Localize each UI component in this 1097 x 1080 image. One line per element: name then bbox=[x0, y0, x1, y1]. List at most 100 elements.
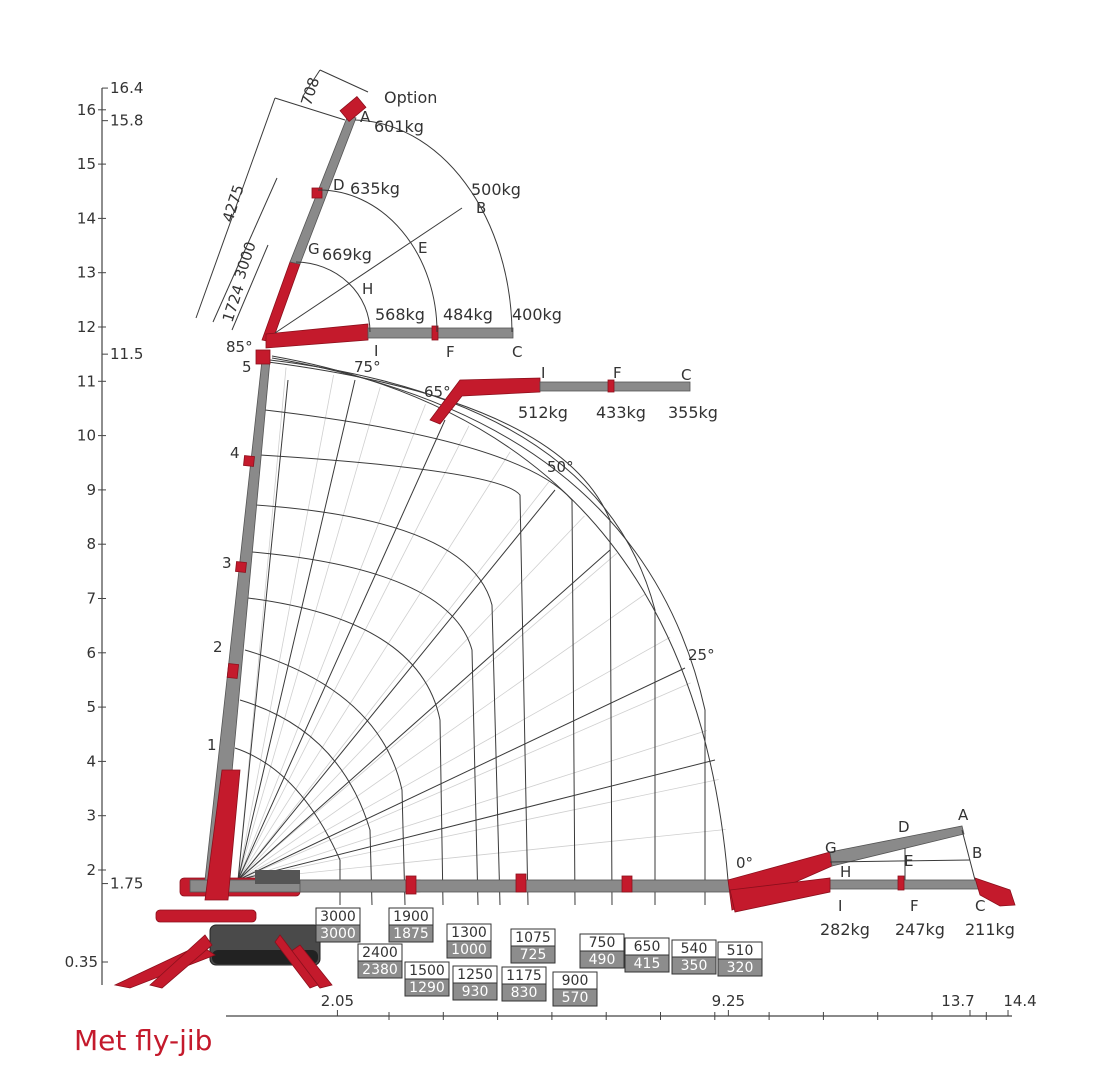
capacity-box-grey bbox=[552, 988, 598, 1007]
capacity-value-white: 2400 bbox=[362, 945, 398, 961]
y-mark-label: 11.5 bbox=[110, 345, 143, 363]
jib-point-label: D bbox=[333, 176, 345, 194]
jib-load-label: 211kg bbox=[965, 920, 1015, 939]
y-tick-label: 11 bbox=[77, 372, 96, 390]
y-tick-label: 3 bbox=[86, 807, 96, 825]
jib-point-label: E bbox=[904, 852, 913, 870]
capacity-value-white: 1500 bbox=[409, 963, 445, 979]
upper-jib-arcs bbox=[274, 119, 513, 334]
capacity-value-grey: 930 bbox=[462, 984, 489, 1000]
jib-point-label: G bbox=[308, 240, 320, 258]
angle-label: 50° bbox=[547, 458, 574, 476]
y-tick-label: 10 bbox=[77, 427, 96, 445]
jib-point-label: H bbox=[840, 863, 851, 881]
capacity-box-grey bbox=[501, 983, 547, 1002]
y-tick-label: 15 bbox=[77, 155, 96, 173]
y-mark-label: 15.8 bbox=[110, 112, 143, 130]
jib-point-label: D bbox=[898, 818, 910, 836]
angle-label: 85° bbox=[226, 338, 253, 356]
x-mark-label: 14.4 bbox=[1003, 992, 1036, 1010]
grid-ray bbox=[237, 593, 646, 881]
jib-load-label: 355kg bbox=[668, 403, 718, 422]
jib-load-label: 400kg bbox=[512, 305, 562, 324]
jib-point-label: B bbox=[476, 199, 486, 217]
boom-section-label: 3 bbox=[222, 554, 232, 572]
capacity-box-grey bbox=[388, 924, 434, 943]
jib-load-label: 669kg bbox=[322, 245, 372, 264]
capacity-value-grey: 3000 bbox=[320, 926, 356, 942]
capacity-value-white: 540 bbox=[681, 941, 708, 957]
jib-point-label: I bbox=[541, 364, 545, 382]
y-tick-label: 9 bbox=[86, 481, 96, 499]
grid-ray bbox=[237, 779, 719, 881]
boom-section-label: 1 bbox=[207, 736, 217, 754]
grid-ray bbox=[237, 636, 671, 881]
capacity-box-grey bbox=[671, 956, 717, 975]
upper-jib bbox=[261, 96, 514, 349]
grid-ray bbox=[237, 387, 381, 881]
jib-point-label: H bbox=[362, 280, 373, 298]
y-tick-label: 16 bbox=[77, 101, 96, 119]
x-mark-label: 13.7 bbox=[941, 992, 974, 1010]
capacity-box-grey bbox=[446, 940, 492, 959]
boom-section-label: 5 bbox=[242, 358, 252, 376]
jib-point-label: G bbox=[825, 839, 837, 857]
jib-load-label: 601kg bbox=[374, 117, 424, 136]
jib-point-label: F bbox=[613, 364, 622, 382]
capacity-value-white: 900 bbox=[562, 973, 589, 989]
mid-jib bbox=[429, 377, 691, 425]
jib-load-label: 500kg bbox=[471, 180, 521, 199]
capacity-value-grey: 320 bbox=[727, 960, 754, 976]
boom-section-label: 2 bbox=[213, 638, 223, 656]
y-tick-label: 13 bbox=[77, 264, 96, 282]
y-tick-label: 4 bbox=[86, 752, 96, 770]
angle-label: 0° bbox=[736, 854, 753, 872]
grid-ray bbox=[237, 481, 550, 881]
chart-labels: 1234585°75°65°50°25°0°708427530001724Opt… bbox=[207, 75, 1015, 939]
chart-caption: Met fly-jib bbox=[74, 1024, 213, 1057]
x-mark-label: 9.25 bbox=[712, 992, 745, 1010]
boom-section-label: 4 bbox=[230, 444, 240, 462]
capacity-box-grey bbox=[717, 958, 763, 977]
grid-ray bbox=[237, 515, 585, 881]
capacity-value-grey: 725 bbox=[520, 947, 547, 963]
capacity-value-grey: 1875 bbox=[393, 926, 429, 942]
capacity-box-grey bbox=[624, 954, 670, 973]
jib-load-label: 568kg bbox=[375, 305, 425, 324]
grid-ray bbox=[237, 730, 708, 881]
jib-point-label: F bbox=[446, 343, 455, 361]
jib-point-label: E bbox=[418, 239, 427, 257]
jib-point-label: A bbox=[360, 108, 371, 126]
capacity-value-white: 750 bbox=[589, 935, 616, 951]
jib-load-label: 512kg bbox=[518, 403, 568, 422]
y-mark-label: 1.75 bbox=[110, 875, 143, 893]
capacity-value-grey: 1290 bbox=[409, 980, 445, 996]
grid-ray bbox=[237, 552, 618, 881]
capacity-value-white: 3000 bbox=[320, 909, 356, 925]
capacity-value-grey: 490 bbox=[589, 952, 616, 968]
grid-ray bbox=[237, 367, 287, 881]
capacity-value-white: 1300 bbox=[451, 925, 487, 941]
capacity-value-white: 1075 bbox=[515, 930, 551, 946]
jib-point-label: F bbox=[910, 897, 919, 915]
y-tick-label: 8 bbox=[86, 535, 96, 553]
capacity-value-white: 650 bbox=[634, 939, 661, 955]
lower-jib bbox=[727, 825, 1016, 913]
grid-ray bbox=[237, 451, 511, 881]
capacity-box-grey bbox=[510, 945, 556, 964]
grid-ray bbox=[237, 404, 426, 881]
jib-load-label: 247kg bbox=[895, 920, 945, 939]
capacity-value-white: 1900 bbox=[393, 909, 429, 925]
capacity-value-grey: 570 bbox=[562, 990, 589, 1006]
jib-load-label: 433kg bbox=[596, 403, 646, 422]
capacity-value-grey: 350 bbox=[681, 958, 708, 974]
jib-point-label: C bbox=[975, 897, 985, 915]
